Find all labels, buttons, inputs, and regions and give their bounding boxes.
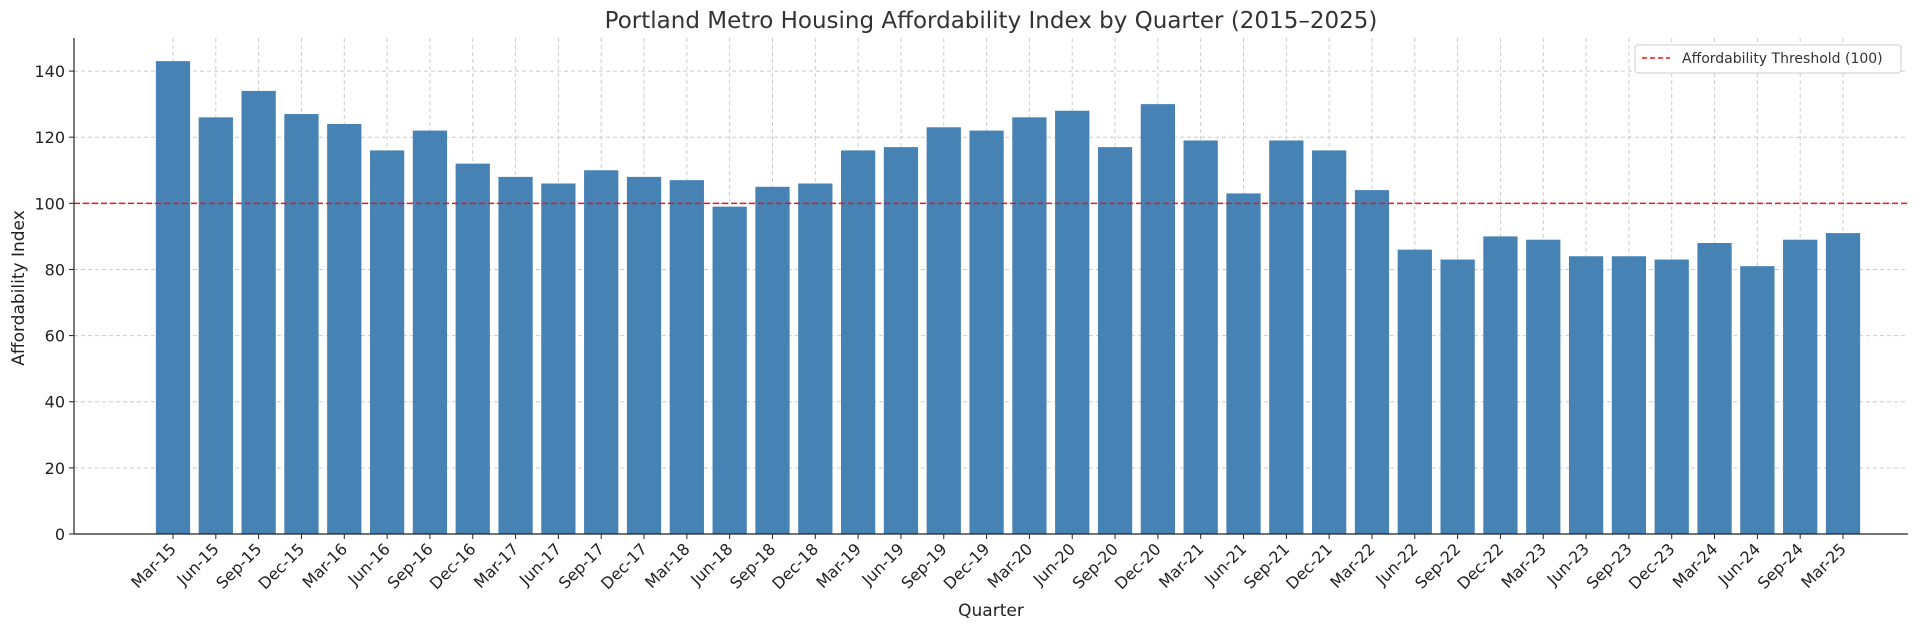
- bar-Jun-20: [1055, 110, 1090, 534]
- x-tick-label: Sep-19: [897, 539, 950, 592]
- x-tick-label: Sep-23: [1582, 539, 1635, 592]
- bar-Mar-15: [155, 61, 191, 534]
- legend-threshold-label: Affordability Threshold (100): [1682, 51, 1883, 67]
- x-tick-label: Sep-20: [1069, 539, 1122, 592]
- bar-Mar-25: [1825, 233, 1861, 535]
- bar-Dec-18: [798, 183, 833, 534]
- bar-Sep-24: [1783, 239, 1818, 534]
- bar-Mar-17: [498, 176, 533, 534]
- axes: [73, 38, 1908, 535]
- bar-Jun-15: [198, 117, 233, 535]
- x-tick-label: Sep-15: [212, 539, 265, 592]
- bar-Jun-21: [1226, 193, 1261, 534]
- x-tick-label: Mar-25: [1797, 539, 1850, 592]
- bar-Dec-19: [969, 130, 1004, 534]
- bar-Mar-19: [841, 150, 876, 534]
- bars: [155, 61, 1861, 535]
- bar-Sep-18: [755, 186, 790, 535]
- x-tick-label: Sep-17: [555, 539, 608, 592]
- bar-Mar-16: [327, 123, 362, 535]
- x-tick-label: Dec-20: [1111, 539, 1165, 593]
- bar-Jun-22: [1397, 249, 1432, 535]
- bar-Mar-24: [1697, 243, 1732, 534]
- bar-Mar-23: [1526, 239, 1561, 534]
- x-tick-label: Mar-17: [470, 539, 523, 592]
- legend: Affordability Threshold (100): [1634, 44, 1902, 74]
- bar-Dec-21: [1312, 150, 1347, 534]
- legend-box: [1634, 44, 1902, 74]
- x-tick-label: Mar-18: [641, 539, 694, 592]
- x-tick-labels: Mar-15Jun-15Sep-15Dec-15Mar-16Jun-16Sep-…: [127, 534, 1850, 593]
- x-tick-label: Sep-18: [726, 539, 779, 592]
- bar-Dec-15: [284, 114, 319, 534]
- x-tick-label: Dec-18: [768, 539, 822, 593]
- x-tick-label: Dec-16: [426, 539, 480, 593]
- x-tick-label: Dec-15: [254, 539, 308, 593]
- x-tick-label: Dec-23: [1625, 539, 1679, 593]
- y-tick-labels: 0 20 40 60 80 100 120 140: [34, 62, 74, 544]
- x-tick-label: Dec-19: [940, 539, 994, 593]
- bar-Mar-18: [669, 180, 704, 535]
- x-axis-label: Quarter: [958, 601, 1024, 621]
- bar-Sep-16: [412, 130, 448, 534]
- bar-Dec-17: [626, 176, 662, 534]
- y-tick-label: 60: [45, 327, 65, 346]
- y-tick-label: 100: [34, 194, 65, 213]
- x-tick-label: Mar-19: [812, 539, 865, 592]
- bar-Sep-21: [1269, 140, 1304, 535]
- x-tick-label: Mar-16: [299, 539, 352, 592]
- bar-Jun-16: [369, 150, 405, 534]
- bar-Sep-20: [1097, 147, 1133, 534]
- bar-Jun-18: [712, 206, 747, 534]
- x-tick-label: Mar-15: [127, 539, 180, 592]
- bar-Jun-19: [883, 147, 919, 534]
- x-tick-label: Sep-24: [1754, 539, 1807, 592]
- x-tick-label: Mar-24: [1669, 539, 1722, 592]
- y-tick-label: 140: [34, 62, 65, 81]
- x-tick-label: Dec-17: [597, 539, 651, 593]
- bar-Sep-19: [926, 127, 961, 534]
- x-tick-label: Dec-22: [1453, 539, 1507, 593]
- x-tick-label: Dec-21: [1282, 539, 1336, 593]
- bar-Dec-22: [1483, 236, 1518, 534]
- bar-Sep-15: [241, 90, 276, 534]
- y-tick-label: 40: [45, 393, 65, 412]
- bar-Jun-23: [1568, 256, 1604, 534]
- x-tick-label: Sep-21: [1240, 539, 1293, 592]
- bar-Dec-20: [1140, 104, 1175, 534]
- bar-Sep-23: [1611, 256, 1647, 534]
- bar-Sep-22: [1440, 259, 1475, 534]
- x-tick-label: Mar-21: [1155, 539, 1208, 592]
- bar-Mar-20: [1012, 117, 1047, 535]
- bar-Mar-22: [1354, 190, 1390, 534]
- y-axis-label: Affordability Index: [9, 210, 29, 366]
- x-tick-label: Mar-22: [1326, 539, 1379, 592]
- x-tick-label: Sep-22: [1411, 539, 1464, 592]
- bar-Dec-23: [1654, 259, 1689, 534]
- bar-Jun-17: [541, 183, 576, 534]
- y-tick-label: 20: [45, 459, 65, 478]
- bar-Mar-21: [1183, 140, 1218, 535]
- bar-Dec-16: [455, 163, 490, 535]
- y-tick-label: 80: [45, 260, 65, 279]
- x-tick-label: Sep-16: [384, 539, 437, 592]
- chart-title: Portland Metro Housing Affordability Ind…: [605, 8, 1378, 34]
- x-tick-label: Mar-23: [1498, 539, 1551, 592]
- bar-Jun-24: [1740, 266, 1775, 534]
- y-tick-label: 120: [34, 128, 65, 147]
- y-tick-label: 0: [55, 525, 65, 544]
- bar-Sep-17: [584, 170, 619, 534]
- x-tick-label: Mar-20: [984, 539, 1037, 592]
